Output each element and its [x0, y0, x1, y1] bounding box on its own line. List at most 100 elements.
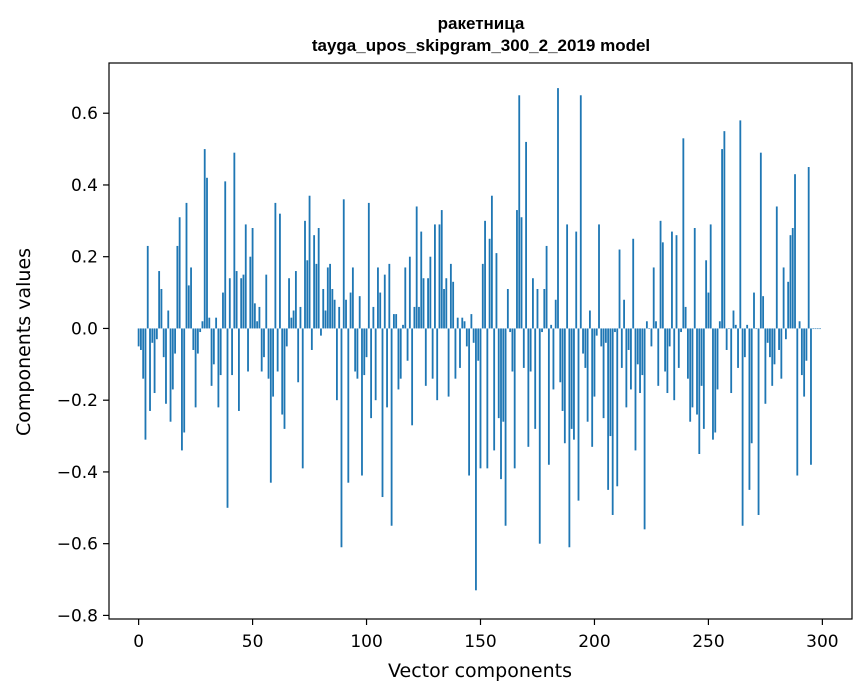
bar: [395, 314, 398, 329]
bar: [192, 328, 195, 350]
bar: [625, 328, 628, 408]
bar: [618, 249, 621, 329]
bar: [705, 260, 708, 329]
bar: [522, 328, 525, 368]
bar: [201, 321, 204, 329]
bar: [324, 310, 327, 329]
bar: [169, 328, 172, 422]
bar: [588, 310, 591, 329]
bar: [778, 328, 780, 350]
bar: [363, 328, 366, 376]
y-tick-label: 0.4: [71, 176, 98, 196]
bar: [481, 263, 484, 329]
bar: [602, 328, 605, 419]
bar: [534, 328, 537, 429]
bar: [570, 328, 573, 429]
bar: [814, 328, 817, 330]
x-tick-label: 50: [242, 632, 264, 652]
chart-title: ракетница: [438, 14, 525, 33]
bar: [194, 328, 197, 408]
bar: [149, 328, 151, 411]
bar: [743, 328, 746, 358]
x-tick-label: 150: [464, 632, 496, 652]
bar: [648, 328, 651, 330]
bar: [509, 328, 512, 333]
bar: [299, 306, 302, 329]
bar: [162, 328, 165, 358]
bar: [762, 296, 765, 329]
bar: [666, 328, 669, 394]
bar: [358, 296, 361, 329]
bar: [525, 141, 527, 329]
bar: [392, 314, 395, 329]
bar: [253, 303, 256, 329]
bar: [769, 328, 771, 358]
bar: [456, 317, 459, 329]
bar: [500, 328, 502, 480]
bar: [310, 328, 313, 350]
bar: [440, 210, 443, 329]
bar: [356, 328, 359, 379]
bar: [171, 328, 174, 390]
bar: [693, 228, 696, 329]
bar: [677, 328, 680, 368]
bar: [443, 288, 445, 329]
bar: [459, 328, 461, 368]
bar: [361, 328, 363, 476]
bar: [661, 242, 664, 329]
bar: [557, 88, 559, 329]
bar: [730, 328, 733, 394]
bar: [721, 149, 723, 329]
y-tick-label: −0.4: [57, 463, 98, 483]
bar: [593, 328, 596, 397]
bar: [244, 224, 247, 329]
bar: [550, 324, 553, 329]
bar: [734, 324, 737, 329]
bar: [716, 328, 719, 390]
bar: [636, 328, 639, 365]
bar: [402, 324, 404, 329]
bar: [490, 195, 493, 329]
bar: [586, 328, 589, 422]
bar: [208, 317, 211, 329]
bar: [345, 299, 347, 329]
bar: [272, 328, 275, 397]
bar: [420, 231, 423, 329]
bar: [547, 328, 550, 465]
bar: [810, 328, 812, 465]
bar: [379, 292, 382, 329]
bar: [748, 328, 751, 490]
bar: [794, 174, 796, 329]
bar: [153, 328, 156, 394]
bar: [502, 328, 505, 422]
bar: [347, 328, 350, 483]
bar: [552, 328, 555, 390]
bar: [196, 328, 199, 354]
bar: [406, 328, 409, 361]
bar: [185, 202, 188, 329]
bar: [468, 328, 471, 476]
bar: [739, 120, 742, 329]
bar: [249, 256, 252, 329]
x-tick-label: 0: [133, 632, 144, 652]
bar: [333, 299, 336, 329]
bar: [766, 328, 769, 343]
bar: [199, 328, 202, 333]
bar: [434, 224, 436, 329]
bar: [477, 328, 480, 361]
bar: [461, 317, 464, 329]
bar: [568, 328, 571, 548]
bar: [486, 328, 489, 469]
bar: [723, 131, 726, 329]
bar: [737, 328, 739, 368]
bar: [144, 328, 147, 440]
bar: [520, 217, 523, 329]
bar: [438, 224, 441, 329]
bar: [800, 328, 803, 376]
bar: [634, 328, 637, 451]
bar: [630, 328, 632, 390]
bar: [566, 224, 569, 329]
bar: [155, 328, 158, 340]
bar: [203, 149, 206, 329]
bar: [527, 328, 530, 447]
